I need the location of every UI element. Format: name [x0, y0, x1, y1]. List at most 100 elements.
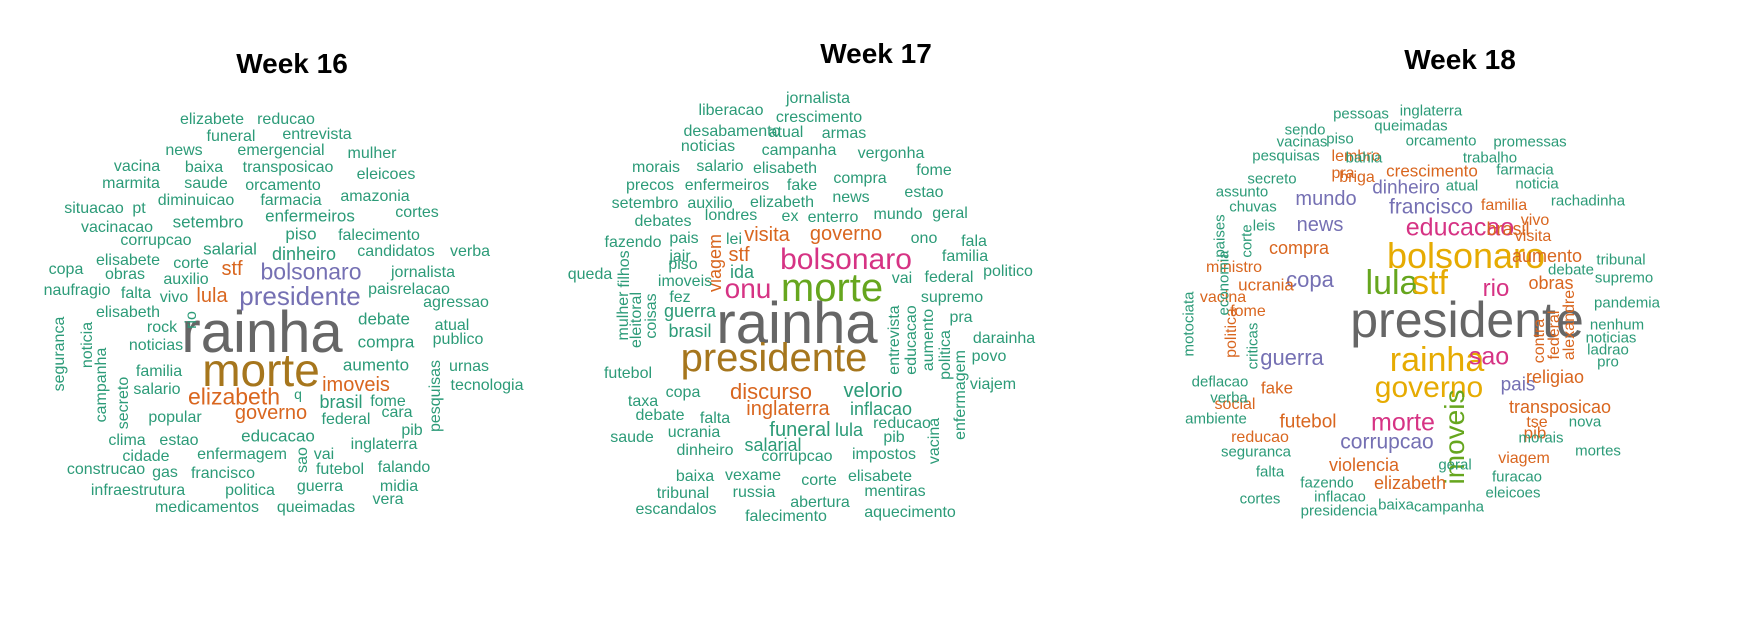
- cloud-word: ono: [910, 230, 938, 247]
- cloud-word: crescimento: [1386, 161, 1478, 181]
- cloud-word: copa: [48, 261, 84, 278]
- cloud-word: elizabete: [179, 111, 245, 128]
- cloud-word: baixa: [184, 159, 224, 176]
- cloud-word: filhos: [616, 250, 633, 288]
- cloud-word: saude: [610, 429, 654, 446]
- cloud-word: vacina: [1199, 289, 1247, 306]
- cloud-word: visita: [1514, 228, 1552, 245]
- cloud-word: educacao: [241, 426, 315, 446]
- cloud-word: rio: [183, 311, 200, 329]
- cloud-word: familia: [1480, 197, 1528, 214]
- cloud-word: setembro: [611, 195, 679, 212]
- cloud-word: enterro: [807, 209, 859, 226]
- cloud-word: piso: [285, 224, 317, 244]
- cloud-word: vergonha: [857, 145, 925, 162]
- cloud-word: tribunal: [1596, 251, 1646, 269]
- cloud-word: pt: [132, 200, 146, 217]
- cloud-word: atual: [1445, 177, 1479, 195]
- cloud-word: atual: [768, 124, 804, 141]
- cloud-word: presidente: [1350, 292, 1584, 348]
- cloud-word: reducao: [873, 415, 931, 432]
- cloud-word: news: [832, 189, 870, 206]
- cloud-word: taxa: [627, 393, 659, 410]
- cloud-word: brasil: [668, 321, 712, 341]
- cloud-word: guerra: [296, 478, 344, 495]
- cloud-word: futebol: [1279, 411, 1337, 433]
- cloud-word: ambiente: [1185, 410, 1247, 428]
- cloud-word: inglaterra: [746, 398, 830, 420]
- cloud-word: falecimento: [338, 227, 420, 244]
- cloud-word: fome: [1230, 303, 1266, 320]
- cloud-word: visita: [744, 224, 790, 246]
- cloud-word: paisrelacao: [368, 281, 450, 298]
- cloud-word: mortes: [1575, 442, 1621, 460]
- cloud-word: funeral: [206, 128, 256, 145]
- cloud-word: debates: [634, 213, 692, 230]
- cloud-word: entrevista: [282, 126, 352, 143]
- cloud-word: tse: [1526, 414, 1548, 431]
- cloud-word: fez: [669, 289, 691, 306]
- cloud-word: morais: [631, 159, 681, 176]
- cloud-word: futebol: [603, 365, 653, 382]
- cloud-word: vai: [313, 446, 335, 463]
- cloud-word: reducao: [1231, 429, 1289, 446]
- chart-title: Week 17: [820, 38, 932, 69]
- cloud-word: imoveis: [657, 273, 713, 290]
- cloud-word: lei: [725, 231, 743, 248]
- cloud-word: chuvas: [1229, 198, 1277, 216]
- cloud-word: bahia: [1345, 149, 1383, 167]
- cloud-word: obras: [104, 266, 146, 283]
- cloud-word: verba: [449, 243, 491, 260]
- cloud-word: nenhum: [1589, 316, 1645, 334]
- cloud-word: corrupcao: [120, 232, 192, 249]
- cloud-word: londres: [704, 207, 758, 224]
- cloud-word: campanha: [93, 347, 110, 423]
- cloud-word: viajem: [969, 376, 1017, 393]
- cloud-word: jornalista: [785, 90, 851, 107]
- cloud-word: presidente: [239, 281, 361, 311]
- cloud-word: rio: [1482, 275, 1510, 302]
- cloud-word: dinheiro: [271, 244, 337, 264]
- cloud-word: falta: [1255, 463, 1285, 481]
- cloud-word: vacinas: [1276, 133, 1328, 151]
- cloud-word: fazendo: [1300, 474, 1354, 492]
- cloud-word: candidatos: [357, 243, 435, 260]
- cloud-word: bolsonaro: [780, 243, 912, 276]
- cloud-word: diminuicao: [157, 192, 235, 209]
- cloud-word: viagem: [1498, 450, 1550, 467]
- cloud-word: enfermagem: [952, 350, 969, 440]
- cloud-word: eleicoes: [356, 166, 416, 183]
- cloud-word: pesquisas: [1252, 147, 1320, 165]
- cloud-word: elisabeth: [95, 304, 161, 321]
- cloud-word: seguranca: [1220, 443, 1292, 461]
- cloud-word: inflacao: [849, 399, 913, 419]
- cloud-word: discurso: [730, 379, 812, 404]
- cloud-word: rainha: [716, 291, 878, 356]
- cloud-word: coisas: [643, 293, 660, 339]
- cloud-word: ucrania: [1238, 275, 1294, 295]
- cloud-word: nova: [1568, 413, 1602, 431]
- cloud-word: governo: [1374, 371, 1484, 404]
- cloud-word: lula: [834, 420, 864, 440]
- cloud-word: trabalho: [1462, 149, 1518, 167]
- cloud-word: clima: [108, 432, 146, 449]
- cloud-word: inflacao: [1314, 488, 1366, 506]
- cloud-word: ladrao: [1587, 341, 1629, 359]
- cloud-word: auxilio: [163, 271, 209, 288]
- cloud-word: mundo: [873, 206, 923, 223]
- cloud-word: promessas: [1493, 133, 1567, 151]
- cloud-word: francisco: [190, 465, 256, 482]
- cloud-word: obras: [1528, 273, 1574, 293]
- cloud-word: violencia: [1328, 455, 1400, 475]
- cloud-word: familia: [135, 363, 183, 380]
- cloud-word: morte: [202, 344, 320, 396]
- cloud-word: queimadas: [276, 499, 356, 516]
- cloud-word: sendo: [1284, 121, 1326, 139]
- cloud-word: copa: [1286, 267, 1334, 292]
- cloud-word: enfermeiros: [265, 206, 355, 226]
- cloud-word: fome: [916, 162, 952, 179]
- word-layer: presidente bolsonaro rainha lula stf governo i…: [1168, 0, 1752, 620]
- cloud-word: vivo: [159, 289, 189, 306]
- cloud-word: enfermagem: [197, 446, 287, 463]
- cloud-word: debate: [1548, 261, 1594, 279]
